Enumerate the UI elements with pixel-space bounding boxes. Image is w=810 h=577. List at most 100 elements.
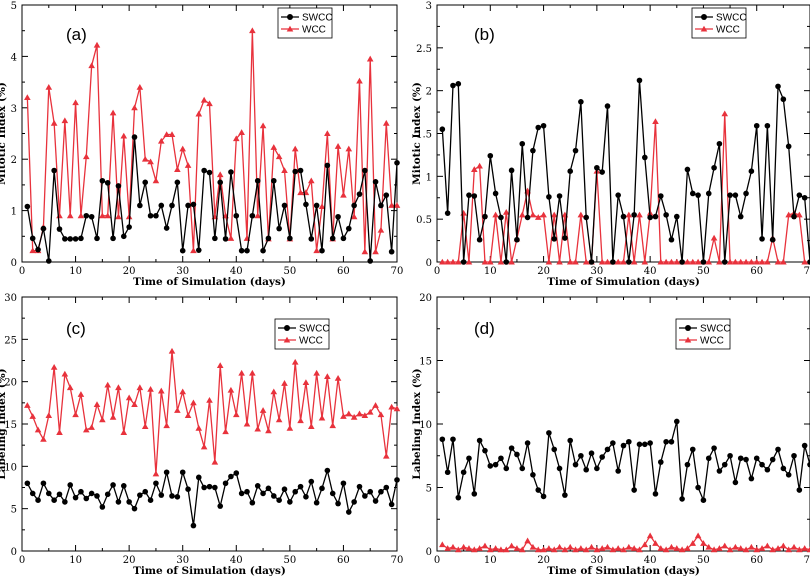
data-point-swcc: [147, 212, 154, 219]
data-point-swcc: [35, 246, 41, 253]
data-point-swcc: [308, 236, 315, 242]
data-point-swcc: [764, 122, 771, 129]
data-point-wcc: [620, 258, 627, 265]
data-point-wcc: [45, 83, 53, 90]
data-point-wcc: [758, 258, 766, 265]
chart-panel-d: 01020304050607005101520Time of Simulatio…: [411, 293, 810, 577]
data-point-wcc: [492, 545, 499, 551]
data-point-wcc: [737, 258, 745, 265]
x-tick-label: 50: [283, 266, 296, 277]
data-point-swcc: [383, 192, 390, 198]
data-point-swcc: [292, 168, 299, 175]
data-point-swcc: [163, 469, 170, 476]
data-point-wcc: [790, 543, 798, 550]
data-point-swcc: [764, 466, 771, 473]
data-point-swcc: [578, 99, 584, 105]
data-point-swcc: [174, 179, 181, 186]
data-point-swcc: [785, 143, 792, 150]
data-point-swcc: [514, 451, 520, 458]
data-point-swcc: [492, 190, 499, 197]
data-point-wcc: [56, 212, 63, 219]
data-point-swcc: [780, 465, 787, 472]
data-point-wcc: [393, 405, 401, 412]
data-point-wcc: [120, 132, 128, 139]
data-point-wcc: [780, 258, 787, 265]
data-point-wcc: [40, 435, 47, 442]
data-point-wcc: [372, 248, 379, 255]
data-point-wcc: [636, 211, 643, 218]
data-point-wcc: [748, 258, 755, 265]
data-point-wcc: [630, 258, 638, 265]
y-tick-label: 3: [426, 1, 432, 12]
legend-box: [691, 7, 747, 39]
data-point-wcc: [152, 470, 160, 477]
data-point-wcc: [801, 545, 808, 551]
data-point-swcc: [120, 233, 127, 240]
data-point-wcc: [582, 546, 590, 553]
data-point-swcc: [705, 455, 712, 462]
data-point-swcc: [487, 463, 494, 469]
data-point-wcc: [281, 167, 288, 173]
legend-marker-swcc: [287, 14, 293, 20]
data-point-swcc: [535, 487, 542, 493]
data-point-swcc: [185, 202, 191, 209]
y-tick-label: 5: [426, 484, 432, 495]
chart-panel-a: 0 10 20 30 40 50 60 70 0 1 2 3 4 5 Time of Simulation …: [0, 1, 403, 288]
data-point-wcc: [168, 347, 176, 354]
data-point-swcc: [663, 438, 669, 445]
data-point-swcc: [297, 483, 304, 490]
data-point-swcc: [732, 479, 739, 486]
data-point-wcc: [216, 171, 224, 178]
data-point-wcc: [329, 422, 337, 429]
data-point-swcc: [254, 177, 261, 184]
data-point-swcc: [631, 212, 637, 218]
data-point-swcc: [126, 224, 132, 230]
data-point-swcc: [153, 212, 159, 219]
data-point-swcc: [99, 177, 106, 184]
data-point-swcc: [620, 442, 627, 449]
data-point-swcc: [588, 450, 595, 457]
legend-label-wcc: WCC: [302, 25, 326, 36]
data-point-swcc: [303, 201, 309, 208]
data-point-wcc: [141, 155, 149, 162]
data-point-wcc: [577, 545, 585, 551]
data-point-wcc: [742, 546, 750, 553]
data-point-swcc: [594, 465, 600, 472]
data-point-swcc: [190, 522, 197, 529]
data-point-wcc: [556, 258, 563, 265]
data-point-wcc: [753, 546, 761, 553]
data-point-wcc: [211, 458, 219, 465]
data-point-swcc: [163, 225, 170, 231]
data-point-swcc: [217, 179, 224, 186]
series-line-swcc: [441, 80, 810, 263]
data-point-swcc: [51, 497, 57, 504]
data-point-swcc: [556, 465, 563, 472]
data-point-swcc: [743, 456, 749, 463]
data-point-wcc: [163, 131, 170, 138]
data-point-wcc: [50, 363, 58, 370]
data-point-swcc: [147, 497, 154, 504]
data-point-wcc: [297, 189, 304, 196]
legend-label-swcc: SWCC: [700, 324, 731, 335]
y-tick-label: 0: [426, 258, 432, 269]
data-point-swcc: [319, 247, 325, 254]
data-point-swcc: [444, 469, 451, 476]
data-point-wcc: [307, 177, 315, 184]
data-point-wcc: [195, 424, 203, 431]
data-point-wcc: [88, 62, 95, 69]
data-point-wcc: [476, 545, 483, 551]
data-point-wcc: [393, 202, 401, 208]
data-point-wcc: [780, 542, 787, 549]
data-point-swcc: [572, 461, 579, 468]
data-point-swcc: [610, 259, 616, 265]
data-point-wcc: [190, 399, 197, 406]
data-point-wcc: [377, 411, 385, 418]
data-point-swcc: [769, 236, 776, 243]
data-point-swcc: [695, 484, 701, 491]
data-point-swcc: [131, 134, 138, 140]
data-point-swcc: [588, 259, 595, 265]
data-point-swcc: [759, 461, 765, 468]
data-point-wcc: [254, 425, 262, 432]
